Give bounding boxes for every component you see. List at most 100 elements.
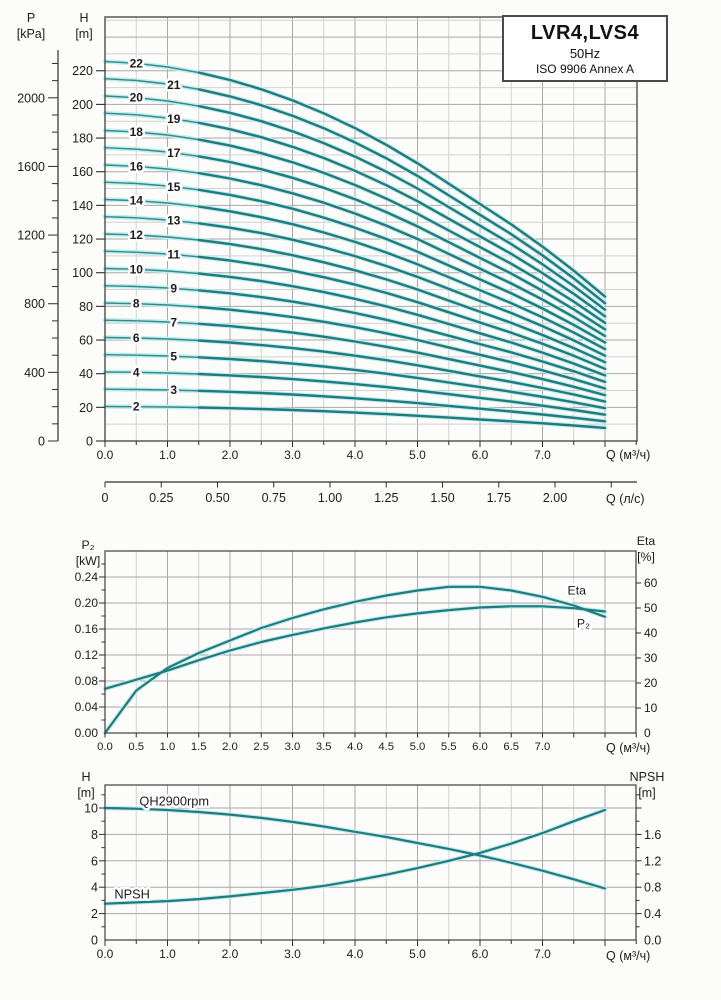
svg-text:5.0: 5.0: [409, 947, 426, 961]
svg-text:1.0: 1.0: [160, 741, 176, 753]
power-efficiency-chart: 0.0 0.5 1.0 1.5 2.0 2.5 3.0 3.5 4.0 4.5 5.0 5.5 6.0 6…: [75, 534, 658, 755]
svg-text:140: 140: [72, 199, 93, 213]
svg-text:4.0: 4.0: [347, 448, 364, 462]
flow-lps-axis: 0 0.25 0.50 0.75 1.00 1.25 1.50 1.75 2.00 Q (л/с): [102, 481, 645, 506]
svg-text:5.0: 5.0: [410, 741, 426, 753]
svg-text:5.5: 5.5: [441, 741, 457, 753]
svg-text:4: 4: [91, 881, 98, 895]
svg-text:3: 3: [170, 383, 177, 397]
power-left-axis: 0.00 0.04 0.08 0.12 0.16 0.20 0.24 P₂ [kW]: [75, 538, 105, 740]
svg-text:1200: 1200: [17, 229, 45, 243]
svg-text:18: 18: [130, 125, 144, 139]
svg-text:16: 16: [130, 159, 144, 173]
svg-text:Q (л/с): Q (л/с): [606, 492, 645, 506]
stage-labels: 2 3 4 5 6 7 8 9 10 11 12 13 14 15 16 17 18 19 20 21 22: [127, 54, 183, 416]
svg-text:7.0: 7.0: [535, 741, 551, 753]
svg-text:QH2900rpm: QH2900rpm: [139, 793, 209, 808]
svg-text:1.25: 1.25: [374, 491, 398, 505]
qh-curves: [102, 805, 608, 906]
svg-text:3.0: 3.0: [284, 947, 301, 961]
power-grid: [105, 551, 636, 733]
svg-text:10: 10: [644, 701, 658, 715]
svg-text:0.0: 0.0: [97, 448, 114, 462]
svg-text:10: 10: [84, 802, 98, 816]
head-y-axis: 0 20 40 60 80 100 120 140 160 180 200 220 H [m]: [72, 11, 105, 449]
svg-text:0.12: 0.12: [75, 648, 99, 662]
iso-standard: ISO 9906 Annex A: [535, 61, 635, 76]
svg-text:Q (м³/ч): Q (м³/ч): [606, 949, 650, 963]
svg-text:7: 7: [170, 315, 177, 329]
efficiency-right-axis: 0 10 20 30 40 50 60 Eta [%]: [636, 534, 658, 740]
qh-x-axis: 0.0 1.0 2.0 3.0 4.0 5.0 6.0 7.0 Q (м³/ч): [97, 940, 650, 963]
svg-text:9: 9: [170, 281, 177, 295]
svg-text:0.25: 0.25: [149, 491, 173, 505]
pressure-axis: 0 400 800 1200 1600 2000 P [kPa]: [17, 11, 59, 449]
power-series-labels: P₂ Eta: [565, 581, 593, 633]
svg-text:0.08: 0.08: [75, 674, 99, 688]
svg-text:0.00: 0.00: [75, 726, 99, 740]
svg-text:21: 21: [167, 78, 181, 92]
svg-text:5.0: 5.0: [409, 448, 426, 462]
svg-text:22: 22: [130, 56, 144, 70]
title-box: LVR4,LVS4 50Hz ISO 9906 Annex A: [502, 15, 668, 82]
qh-series-labels: QH2900rpm NPSH: [112, 791, 212, 904]
svg-text:0.24: 0.24: [75, 570, 99, 584]
svg-text:60: 60: [79, 334, 93, 348]
svg-text:NPSH: NPSH: [630, 770, 665, 784]
svg-text:0.4: 0.4: [644, 907, 661, 921]
svg-text:1.0: 1.0: [159, 448, 176, 462]
svg-text:120: 120: [72, 233, 93, 247]
svg-text:8: 8: [91, 828, 98, 842]
svg-text:0.0: 0.0: [97, 741, 113, 753]
svg-text:80: 80: [79, 300, 93, 314]
svg-text:1600: 1600: [17, 160, 45, 174]
svg-text:[%]: [%]: [637, 550, 655, 564]
svg-text:2: 2: [91, 907, 98, 921]
power-x-axis: 0.0 0.5 1.0 1.5 2.0 2.5 3.0 3.5 4.0 4.5 5.0 5.5 6.0 6…: [97, 733, 650, 755]
svg-text:P₂: P₂: [577, 617, 590, 631]
svg-text:3.0: 3.0: [284, 448, 301, 462]
svg-text:3.0: 3.0: [285, 741, 301, 753]
svg-text:0.20: 0.20: [75, 596, 99, 610]
svg-text:[kPa]: [kPa]: [17, 27, 46, 41]
svg-text:0: 0: [91, 934, 98, 948]
svg-text:4.5: 4.5: [378, 741, 394, 753]
svg-text:H: H: [81, 770, 90, 784]
svg-text:1.2: 1.2: [644, 854, 661, 868]
svg-text:15: 15: [167, 180, 181, 194]
svg-text:6: 6: [91, 854, 98, 868]
svg-text:0: 0: [86, 435, 93, 449]
qh-npsh-chart: 0.0 1.0 2.0 3.0 4.0 5.0 6.0 7.0 Q (м³/ч) 0 2 4 6 8 10 H…: [77, 770, 664, 963]
svg-text:0.16: 0.16: [75, 622, 99, 636]
svg-text:20: 20: [79, 401, 93, 415]
svg-text:P₂: P₂: [82, 538, 95, 552]
svg-text:1.5: 1.5: [191, 741, 207, 753]
svg-text:14: 14: [130, 194, 144, 208]
svg-text:19: 19: [167, 112, 181, 126]
svg-text:0.04: 0.04: [75, 700, 99, 714]
power-curves: [102, 584, 608, 736]
svg-text:0.50: 0.50: [205, 491, 229, 505]
stage-curves: [102, 59, 608, 431]
svg-text:2: 2: [133, 400, 140, 414]
svg-text:20: 20: [130, 91, 144, 105]
svg-text:6.5: 6.5: [503, 741, 519, 753]
svg-text:1.50: 1.50: [430, 491, 454, 505]
svg-text:50: 50: [644, 601, 658, 615]
svg-text:5: 5: [170, 349, 177, 363]
svg-text:[kW]: [kW]: [76, 554, 101, 568]
svg-text:0.0: 0.0: [644, 934, 661, 948]
svg-text:Eta: Eta: [568, 583, 587, 597]
svg-text:6: 6: [133, 331, 140, 345]
svg-text:60: 60: [644, 576, 658, 590]
svg-text:180: 180: [72, 132, 93, 146]
svg-text:6.0: 6.0: [472, 741, 488, 753]
svg-text:400: 400: [24, 366, 45, 380]
svg-text:[m]: [m]: [77, 786, 94, 800]
head-capacity-chart: 2 3 4 5 6 7 8 9 10 11 12 13 14 15 16 17 18 19 20 21 22 0.0 1.0…: [17, 11, 651, 506]
svg-text:2.00: 2.00: [543, 491, 567, 505]
svg-text:3.5: 3.5: [316, 741, 332, 753]
svg-text:2000: 2000: [17, 91, 45, 105]
npsh-right-axis: 0.0 0.4 0.8 1.2 1.6 NPSH [m]: [630, 770, 665, 948]
